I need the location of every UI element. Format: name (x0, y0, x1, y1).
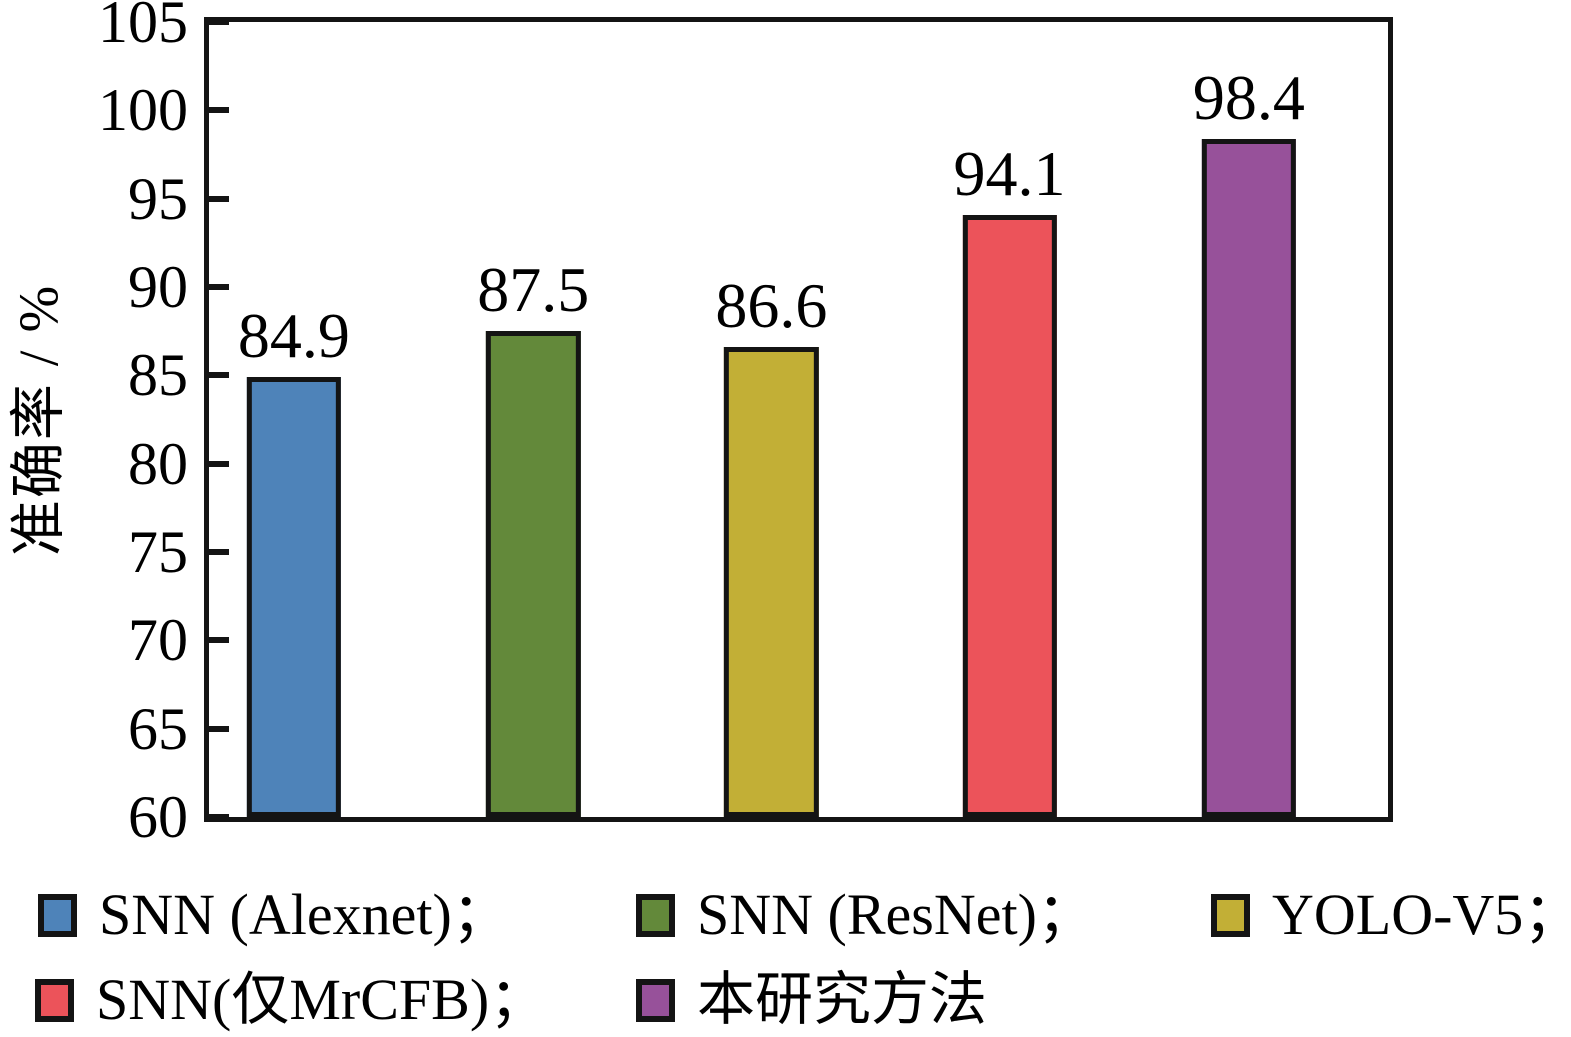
y-tick-label-105: 105 (98, 0, 188, 55)
legend-swatch-icon (636, 893, 675, 937)
y-tick-label-65: 65 (128, 695, 188, 762)
y-tick-mark-75 (209, 549, 229, 555)
bar-SNN (Alexnet): 84.9 (238, 304, 350, 817)
y-tick-label-80: 80 (128, 430, 188, 497)
legend-label: SNN(仅MrCFB)； (96, 966, 548, 1032)
legend-label: SNN (ResNet)； (697, 881, 1095, 947)
legend-swatch-icon (38, 893, 77, 937)
bar-SNN(仅MrCFB): 94.1 (954, 141, 1066, 817)
legend-swatch-icon (35, 978, 74, 1022)
y-tick-label-70: 70 (128, 607, 188, 674)
bar-SNN (ResNet): 87.5 (477, 258, 589, 817)
y-tick-mark-90 (209, 284, 229, 290)
bar-value-label: 98.4 (1192, 61, 1305, 133)
y-tick-mark-80 (209, 460, 229, 467)
bar-本研究方法: 98.4 (1193, 65, 1305, 817)
y-axis-tick-labels: 60 65 70 75 80 85 90 95 100 105 (0, 0, 188, 848)
bar-value-label: 84.9 (237, 300, 350, 372)
plot-area: 84.9 87.5 86.6 94.1 98.4 (204, 17, 1393, 822)
y-tick-label-95: 95 (128, 165, 188, 232)
legend-label: SNN (Alexnet)； (99, 881, 510, 947)
y-tick-mark-85 (209, 372, 229, 379)
bar-YOLO-V5: 86.6 (715, 274, 827, 817)
y-tick-mark-70 (209, 637, 229, 644)
legend-swatch-icon (636, 978, 675, 1022)
y-tick-mark-60 (209, 814, 229, 820)
legend-item: YOLO-V5； (1211, 878, 1571, 952)
bar-value-label: 86.6 (715, 270, 828, 342)
bar-value-label: 94.1 (953, 137, 1066, 209)
y-tick-label-75: 75 (128, 519, 188, 585)
y-tick-mark-100 (209, 107, 229, 114)
legend-item: 本研究方法 (636, 963, 987, 1037)
y-tick-mark-65 (209, 725, 229, 732)
legend-item: SNN(仅MrCFB)； (35, 963, 547, 1037)
legend-item: SNN (Alexnet)； (38, 878, 510, 952)
legend-swatch-icon (1211, 893, 1250, 937)
y-tick-label-85: 85 (128, 342, 188, 409)
bar-value-label: 87.5 (477, 254, 590, 326)
y-tick-mark-95 (209, 195, 229, 202)
legend-label: YOLO-V5； (1272, 881, 1571, 947)
legend-item: SNN (ResNet)； (636, 878, 1095, 952)
legend-label: 本研究方法 (697, 966, 988, 1032)
y-tick-label-60: 60 (128, 784, 188, 850)
y-tick-mark-105 (209, 19, 229, 25)
y-tick-label-100: 100 (98, 77, 188, 144)
y-tick-label-90: 90 (128, 254, 188, 320)
